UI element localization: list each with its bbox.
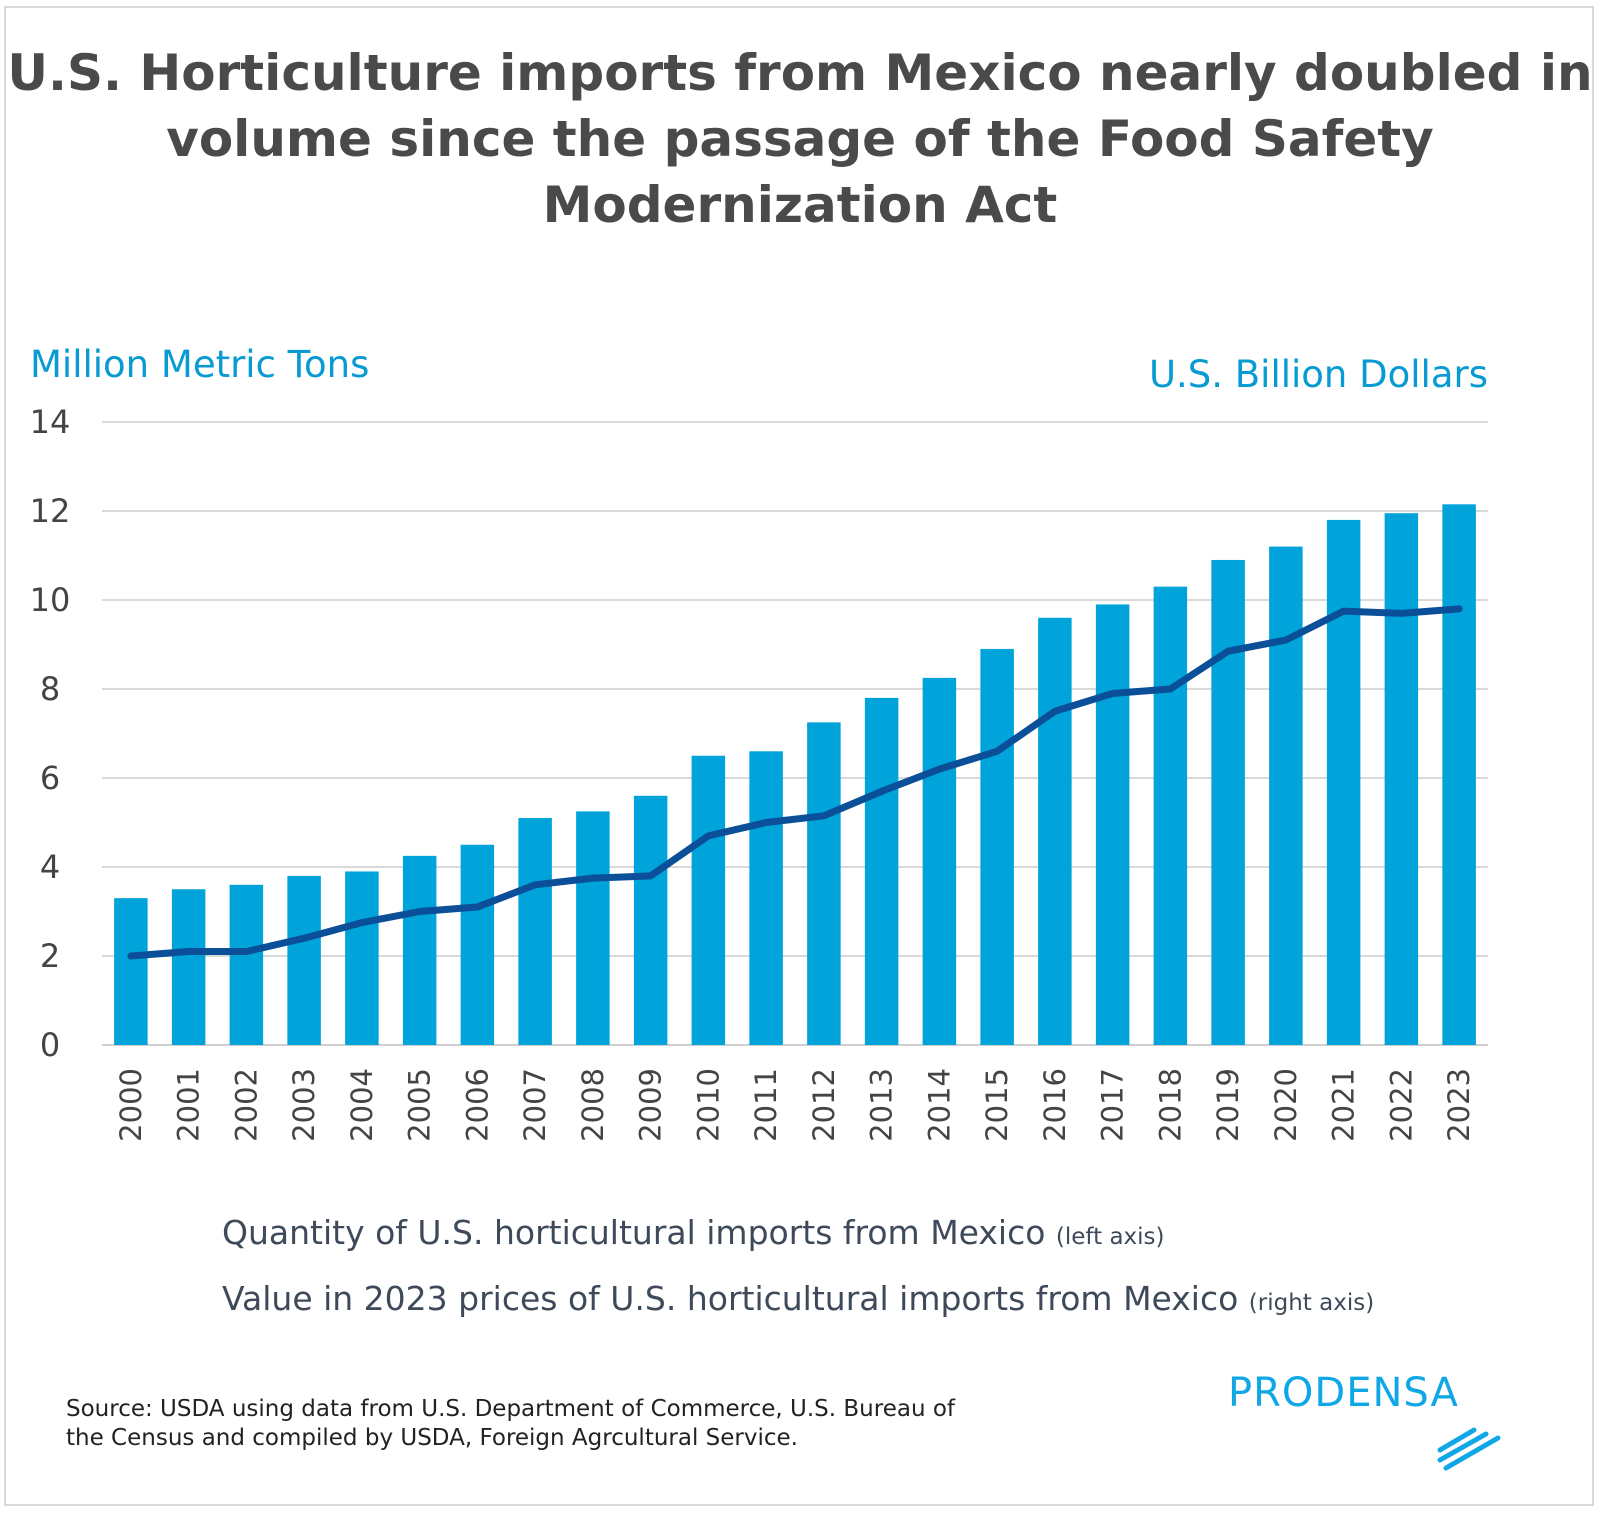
x-tick-label: 2007 <box>518 1068 552 1142</box>
x-tick-label: 2004 <box>345 1068 379 1142</box>
x-tick-label: 2006 <box>460 1068 494 1142</box>
bar <box>518 818 552 1045</box>
x-tick-label: 2000 <box>114 1068 148 1142</box>
y-tick-label: 12 <box>30 492 71 530</box>
prodensa-logo: PRODENSA <box>1228 1370 1501 1471</box>
bar <box>402 855 437 1045</box>
bar <box>749 751 783 1045</box>
legend-label: Quantity of U.S. horticultural imports f… <box>222 1213 1046 1252</box>
x-tick-label: 2016 <box>1038 1068 1072 1142</box>
y-tick-label: 14 <box>30 403 71 441</box>
x-tick-label: 2022 <box>1384 1068 1418 1142</box>
right-axis-title: U.S. Billion Dollars <box>1148 353 1488 396</box>
x-tick-label: 2001 <box>172 1068 206 1142</box>
bar <box>345 871 379 1045</box>
legend-item-line: Value in 2023 prices of U.S. horticultur… <box>222 1279 1374 1318</box>
source-note: Source: USDA using data from U.S. Depart… <box>66 1396 956 1451</box>
bar <box>114 898 148 1045</box>
x-tick-label: 2020 <box>1269 1068 1303 1142</box>
bar <box>1384 513 1419 1045</box>
x-tick-label: 2002 <box>229 1068 263 1142</box>
bar <box>576 811 610 1045</box>
x-tick-label: 2003 <box>287 1068 321 1142</box>
bar <box>1269 546 1303 1045</box>
y-tick-label: 10 <box>30 581 71 619</box>
x-tick-label: 2010 <box>691 1068 725 1142</box>
left-axis-title: Million Metric Tons <box>30 343 370 386</box>
chart-frame <box>4 6 1594 1506</box>
legend-note: (right axis) <box>1248 1290 1375 1316</box>
x-tick-label: 2015 <box>980 1068 1014 1142</box>
bar <box>171 889 206 1045</box>
bar <box>807 722 841 1045</box>
bar <box>1095 604 1130 1045</box>
bar <box>633 795 668 1045</box>
legend-note: (left axis) <box>1055 1224 1165 1250</box>
legend-label: Value in 2023 prices of U.S. horticultur… <box>222 1279 1239 1318</box>
y-tick-label: 6 <box>40 759 60 797</box>
x-tick-label: 2013 <box>865 1068 899 1142</box>
bar <box>1442 504 1476 1045</box>
y-tick-label: 2 <box>40 937 60 975</box>
bar <box>287 875 321 1045</box>
x-tick-label: 2017 <box>1096 1068 1130 1142</box>
x-tick-label: 2023 <box>1442 1068 1476 1142</box>
logo-stripes-icon <box>1437 1427 1501 1471</box>
x-tick-label: 2005 <box>403 1068 437 1142</box>
x-tick-label: 2018 <box>1153 1068 1187 1142</box>
x-tick-label: 2019 <box>1211 1068 1245 1142</box>
y-tick-label: 4 <box>40 848 60 886</box>
x-tick-label: 2011 <box>749 1068 783 1142</box>
y-tick-label: 0 <box>40 1026 60 1064</box>
bar <box>1326 519 1361 1045</box>
bar <box>460 844 495 1045</box>
legend-item-bars: Quantity of U.S. horticultural imports f… <box>222 1213 1165 1252</box>
bar <box>1211 559 1245 1045</box>
bar <box>922 677 957 1045</box>
logo-text: PRODENSA <box>1228 1370 1459 1416</box>
bar <box>1038 617 1072 1045</box>
bar <box>864 697 899 1045</box>
x-tick-label: 2009 <box>634 1068 668 1142</box>
chart-title: U.S. Horticulture imports from Mexico ne… <box>7 44 1593 234</box>
x-tick-label: 2021 <box>1327 1068 1361 1142</box>
bar <box>1153 586 1188 1045</box>
bar <box>691 755 726 1045</box>
x-tick-label: 2012 <box>807 1068 841 1142</box>
x-tick-label: 2014 <box>922 1068 956 1142</box>
bar <box>980 648 1014 1045</box>
bar <box>229 884 264 1045</box>
value-line <box>127 605 1463 960</box>
y-tick-label: 8 <box>40 670 60 708</box>
x-tick-label: 2008 <box>576 1068 610 1142</box>
